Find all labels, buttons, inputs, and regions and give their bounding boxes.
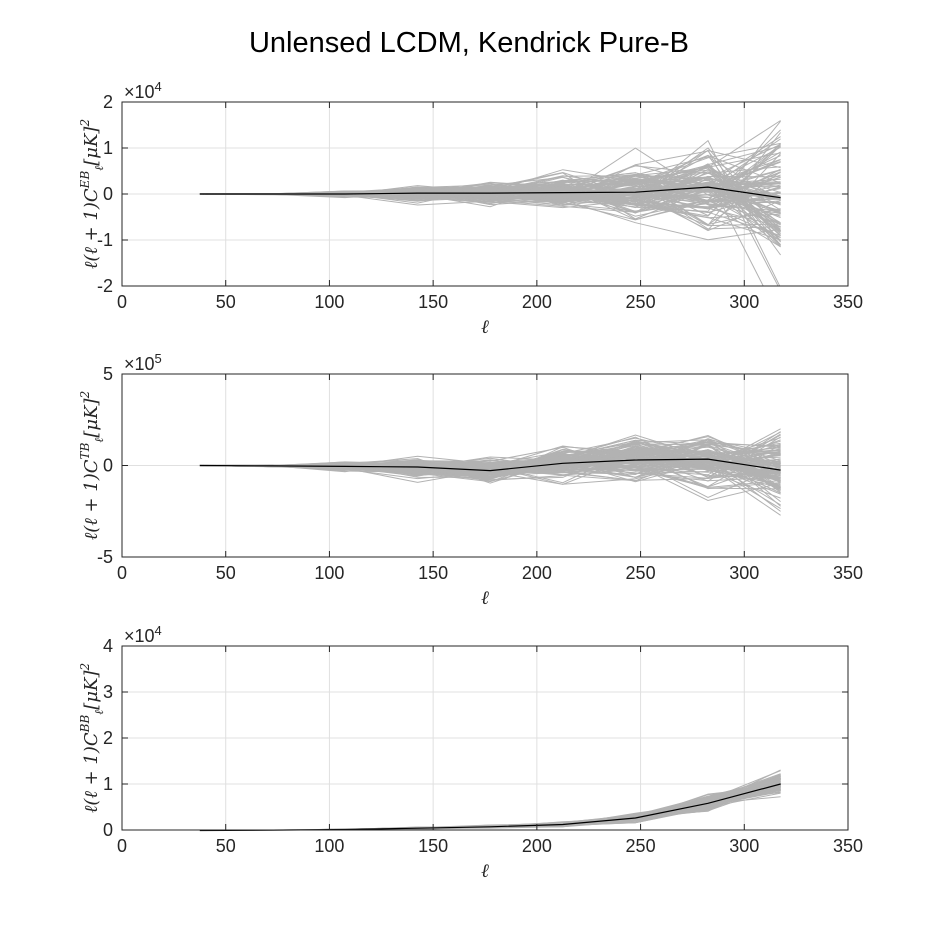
x-tick-label: 350 — [833, 292, 863, 312]
ylabel-subscript: ℓ — [92, 166, 106, 171]
y-tick-label: -1 — [97, 230, 113, 250]
y-exponent-label: ×104 — [124, 79, 162, 102]
y-axis-label: ℓ(ℓ + 1)CBBℓ[μK]2 — [78, 663, 106, 813]
ylabel-subscript: ℓ — [92, 710, 106, 715]
exponent-power: 5 — [155, 351, 162, 366]
ylabel-prefix: ℓ(ℓ + 1)C — [81, 459, 102, 540]
x-tick-label: 50 — [216, 563, 236, 583]
y-tick-label: -5 — [97, 547, 113, 567]
x-tick-label: 100 — [314, 563, 344, 583]
ylabel-unit: [μK] — [81, 126, 102, 166]
y-exponent-label: ×104 — [124, 623, 162, 646]
x-tick-label: 0 — [117, 292, 127, 312]
y-axis: -5 0 5 — [97, 364, 848, 567]
x-tick-label: 200 — [522, 836, 552, 856]
x-tick-label: 300 — [729, 292, 759, 312]
x-tick-label: 200 — [522, 563, 552, 583]
ylabel-superscript: EB — [78, 171, 92, 190]
x-tick-label: 150 — [418, 563, 448, 583]
x-tick-label: 350 — [833, 836, 863, 856]
x-tick-label: 250 — [626, 292, 656, 312]
y-tick-label: 2 — [103, 728, 113, 748]
exponent-base: ×10 — [124, 354, 155, 374]
ylabel-subscript: ℓ — [92, 438, 106, 443]
x-tick-label: 300 — [729, 836, 759, 856]
y-axis-label: ℓ(ℓ + 1)CTBℓ[μK]2 — [78, 391, 106, 540]
y-tick-label: 0 — [103, 820, 113, 840]
ylabel-prefix: ℓ(ℓ + 1)C — [81, 732, 102, 813]
y-tick-label: 1 — [103, 774, 113, 794]
x-axis: 0 50 100 150 200 250 300 350 — [117, 102, 863, 312]
ylabel-superscript: BB — [78, 715, 92, 734]
x-tick-label: 250 — [626, 563, 656, 583]
x-tick-label: 100 — [314, 292, 344, 312]
x-tick-label: 150 — [418, 292, 448, 312]
ylabel-unit: [μK] — [81, 397, 102, 437]
y-tick-label: 0 — [103, 456, 113, 476]
y-tick-label: -2 — [97, 276, 113, 296]
x-tick-label: 350 — [833, 563, 863, 583]
y-tick-label: 3 — [103, 682, 113, 702]
exponent-base: ×10 — [124, 626, 155, 646]
ylabel-power: 2 — [78, 663, 92, 672]
mean-line — [199, 458, 781, 472]
exponent-base: ×10 — [124, 82, 155, 102]
y-axis-label: ℓ(ℓ + 1)CEBℓ[μK]2 — [78, 119, 106, 269]
x-tick-label: 300 — [729, 563, 759, 583]
x-tick-label: 150 — [418, 836, 448, 856]
x-axis-label: ℓ — [481, 587, 489, 609]
y-tick-label: 4 — [103, 636, 113, 656]
x-tick-label: 200 — [522, 292, 552, 312]
x-tick-label: 250 — [626, 836, 656, 856]
x-axis-label: ℓ — [481, 860, 489, 882]
ylabel-prefix: ℓ(ℓ + 1)C — [81, 188, 102, 269]
x-tick-label: 50 — [216, 292, 236, 312]
y-tick-label: 0 — [103, 184, 113, 204]
ylabel-unit: [μK] — [81, 670, 102, 710]
exponent-power: 4 — [155, 623, 162, 638]
y-axis: 0 1 2 3 4 — [103, 636, 848, 840]
y-exponent-label: ×105 — [124, 351, 162, 374]
y-tick-label: 1 — [103, 138, 113, 158]
x-axis: 0 50 100 150 200 250 300 350 — [117, 374, 863, 583]
x-tick-label: 50 — [216, 836, 236, 856]
realization-line — [199, 171, 781, 226]
ylabel-power: 2 — [78, 119, 92, 128]
x-tick-label: 0 — [117, 563, 127, 583]
y-tick-label: 2 — [103, 92, 113, 112]
x-axis-label: ℓ — [481, 316, 489, 338]
x-tick-label: 0 — [117, 836, 127, 856]
realization-line — [199, 169, 781, 203]
ylabel-power: 2 — [78, 391, 92, 400]
y-axis: -2 -1 0 1 2 — [97, 92, 848, 296]
exponent-power: 4 — [155, 79, 162, 94]
figure-title: Unlensed LCDM, Kendrick Pure-B — [249, 27, 689, 59]
x-axis: 0 50 100 150 200 250 300 350 — [117, 646, 863, 856]
x-tick-label: 100 — [314, 836, 344, 856]
ylabel-superscript: TB — [78, 442, 92, 459]
mean-line — [199, 186, 781, 199]
y-tick-label: 5 — [103, 364, 113, 384]
